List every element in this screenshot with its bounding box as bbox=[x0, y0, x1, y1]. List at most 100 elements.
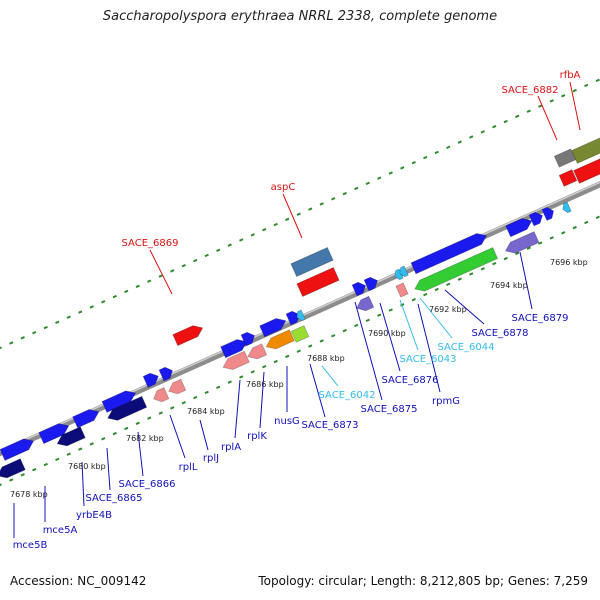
leader-line bbox=[321, 365, 339, 387]
upper-dotted-track bbox=[216, 248, 221, 252]
upper-dotted-track bbox=[595, 78, 600, 83]
lower-dotted-track bbox=[147, 416, 152, 420]
lower-dotted-track bbox=[89, 442, 94, 446]
lower-dotted-track bbox=[319, 339, 324, 343]
label-sace-6882: SACE_6882 bbox=[502, 85, 559, 96]
lower-dotted-track bbox=[354, 323, 359, 328]
label-rfba: rfbA bbox=[560, 70, 581, 81]
tick-label: 7684 kbp bbox=[187, 407, 225, 416]
lower-dotted-track bbox=[124, 426, 129, 431]
leader-line bbox=[81, 461, 85, 507]
upper-dotted-track bbox=[469, 135, 474, 139]
upper-dotted-track bbox=[526, 109, 531, 113]
gene-arrow-gray bbox=[553, 148, 577, 168]
lower-dotted-track bbox=[480, 267, 485, 271]
lower-dotted-track bbox=[457, 277, 462, 281]
upper-dotted-track bbox=[411, 161, 416, 165]
upper-dotted-track bbox=[354, 186, 359, 191]
label-sace-6879: SACE_6879 bbox=[512, 313, 569, 324]
leader-line bbox=[379, 302, 401, 372]
upper-dotted-track bbox=[423, 155, 428, 160]
upper-dotted-track bbox=[538, 104, 543, 108]
tick-label: 7692 kbp bbox=[429, 305, 467, 314]
label-sace-6044: SACE_6044 bbox=[438, 342, 495, 353]
leader-line bbox=[282, 193, 303, 239]
tick-label: 7694 kbp bbox=[490, 281, 528, 290]
upper-dotted-track bbox=[457, 140, 462, 144]
gene-arrow-forward bbox=[351, 281, 366, 297]
gene-arrow-reverse bbox=[0, 458, 26, 479]
lower-dotted-track bbox=[434, 287, 439, 292]
upper-dotted-track bbox=[480, 130, 485, 134]
upper-dotted-track bbox=[239, 238, 244, 242]
gene-arrow-red bbox=[558, 169, 578, 187]
lower-dotted-track bbox=[515, 251, 520, 256]
leader-line bbox=[569, 81, 581, 131]
upper-dotted-track bbox=[181, 264, 186, 268]
accession-text: Accession: NC_009142 bbox=[10, 574, 147, 588]
lower-dotted-track bbox=[469, 272, 474, 276]
lower-dotted-track bbox=[193, 395, 198, 400]
lower-dotted-track bbox=[377, 313, 382, 317]
label-sace-6876: SACE_6876 bbox=[382, 375, 439, 386]
lower-dotted-track bbox=[273, 359, 278, 364]
upper-dotted-track bbox=[388, 171, 393, 175]
upper-dotted-track bbox=[296, 212, 301, 216]
upper-dotted-track bbox=[227, 243, 232, 247]
gene-arrow-forward bbox=[72, 409, 100, 429]
label-nusg: nusG bbox=[274, 416, 300, 427]
label-rpla: rplA bbox=[221, 442, 241, 453]
lower-dotted-track bbox=[308, 344, 313, 348]
upper-dotted-track bbox=[101, 300, 106, 304]
gene-arrow-forward bbox=[410, 233, 488, 275]
lower-dotted-track bbox=[239, 375, 244, 379]
lower-dotted-track bbox=[9, 478, 14, 482]
label-sace-6873: SACE_6873 bbox=[302, 420, 359, 431]
label-sace-6042: SACE_6042 bbox=[319, 390, 376, 401]
lower-dotted-track bbox=[365, 318, 370, 323]
tick-label: 7678 kbp bbox=[10, 490, 48, 499]
label-sace-6869: SACE_6869 bbox=[122, 238, 179, 249]
upper-dotted-track bbox=[124, 289, 129, 294]
upper-dotted-track bbox=[262, 227, 267, 232]
upper-dotted-track bbox=[572, 88, 577, 93]
lower-dotted-track bbox=[55, 457, 60, 462]
upper-dotted-track bbox=[20, 336, 25, 340]
lower-dotted-track bbox=[549, 236, 554, 240]
upper-dotted-track bbox=[43, 325, 48, 330]
gene-arrow-reverse bbox=[414, 247, 499, 292]
tick-label: 7682 kbp bbox=[126, 434, 164, 443]
lower-dotted-track bbox=[262, 364, 267, 369]
tick-label: 7680 kbp bbox=[68, 462, 106, 471]
tick-label: 7690 kbp bbox=[368, 329, 406, 338]
upper-dotted-track bbox=[158, 274, 163, 278]
lower-dotted-track bbox=[170, 406, 175, 410]
leader-line bbox=[354, 301, 383, 401]
label-rplj: rplJ bbox=[203, 453, 219, 464]
gene-arrow-small bbox=[394, 268, 404, 281]
upper-dotted-track bbox=[446, 145, 451, 149]
label-rplk: rplK bbox=[247, 431, 267, 442]
lower-dotted-track bbox=[296, 349, 301, 353]
gene-arrow-reverse bbox=[356, 295, 375, 312]
gene-arrow-forward bbox=[541, 206, 555, 222]
gene-arrow-reverse bbox=[290, 325, 310, 343]
lower-dotted-track bbox=[561, 231, 566, 235]
label-sace-6878: SACE_6878 bbox=[472, 328, 529, 339]
upper-dotted-track bbox=[400, 166, 405, 170]
gene-arrow-forward bbox=[363, 276, 378, 292]
map-title: Saccharopolyspora erythraea NRRL 2338, c… bbox=[102, 9, 498, 24]
label-sace-6865: SACE_6865 bbox=[86, 493, 143, 504]
lower-dotted-track bbox=[112, 431, 117, 436]
lower-dotted-track bbox=[595, 215, 600, 220]
label-yrbe4b: yrbE4B bbox=[76, 510, 112, 521]
upper-dotted-track bbox=[170, 269, 175, 273]
label-rpll: rplL bbox=[179, 462, 198, 473]
upper-dotted-track bbox=[147, 279, 152, 283]
lower-dotted-track bbox=[446, 282, 451, 286]
upper-dotted-track bbox=[204, 253, 209, 258]
upper-dotted-track bbox=[365, 181, 370, 186]
lower-dotted-track bbox=[584, 220, 589, 225]
lower-dotted-track bbox=[204, 390, 209, 395]
